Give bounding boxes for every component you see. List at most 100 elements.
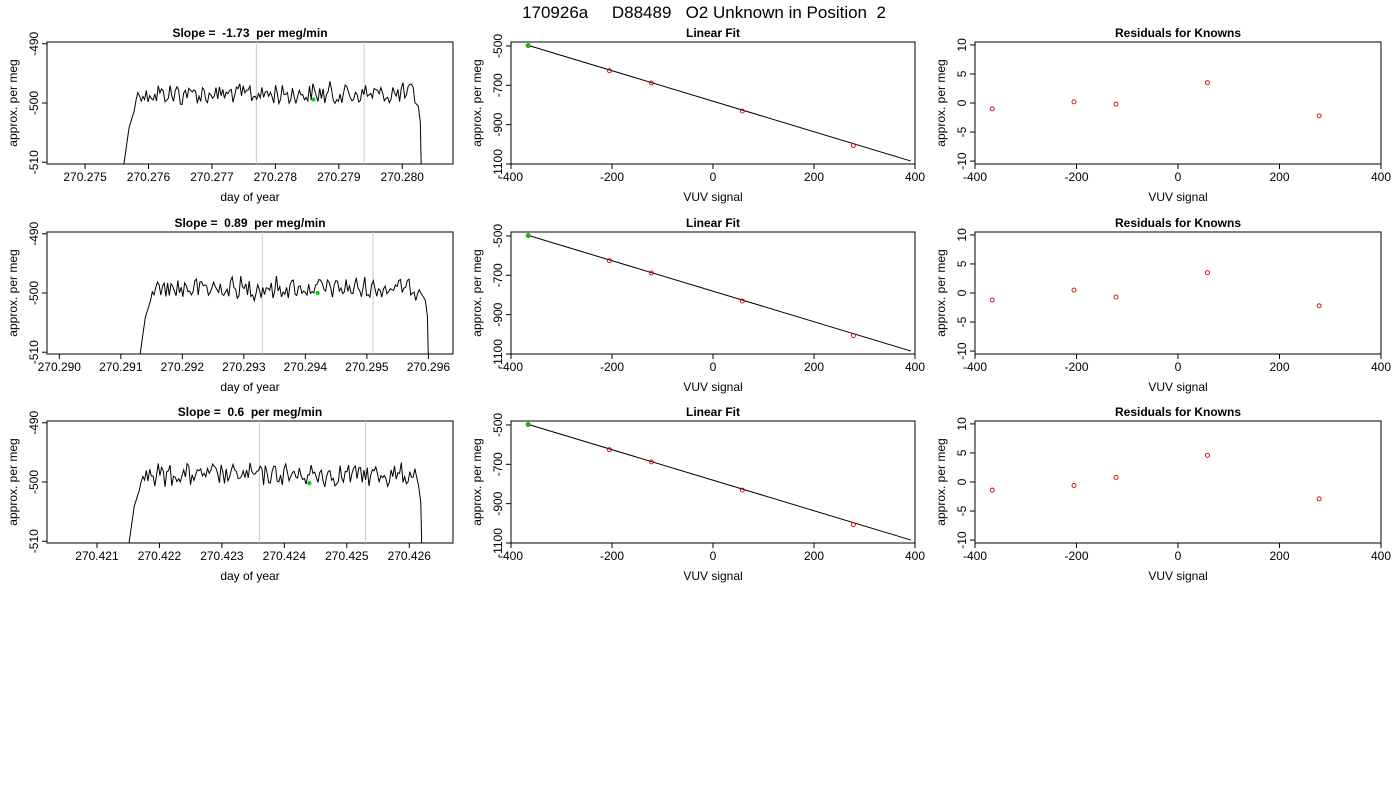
x-tick-label: 0: [710, 360, 717, 374]
y-tick-label: 5: [955, 449, 969, 456]
data-point: [1113, 101, 1119, 107]
panel-2-2: Linear Fit -400 -200 0 200 400 -500 -700 -900 -11…: [470, 216, 925, 394]
x-tick-label: 270.425: [325, 549, 369, 563]
x-tick-label: 270.293: [222, 360, 266, 374]
plot-frame: [46, 41, 454, 165]
y-tick-label: -5: [955, 505, 969, 516]
x-tick-label: 270.280: [381, 170, 425, 184]
panel-title: Residuals for Knowns: [1115, 26, 1241, 40]
panel-title: Slope = 0.6 per meg/min: [178, 405, 322, 419]
y-tick-label: -510: [27, 150, 41, 174]
x-tick-label: 200: [1269, 170, 1289, 184]
data-point: [607, 68, 612, 74]
data-point: [1113, 474, 1119, 480]
y-tick-label: -900: [491, 491, 505, 515]
data-point: [648, 270, 654, 276]
data-point: [1204, 452, 1210, 458]
y-tick-label: -500: [491, 224, 505, 248]
y-tick-label: -490: [27, 31, 41, 55]
x-axis-label: VUV signal: [1148, 190, 1207, 204]
x-tick-label: 270.292: [161, 360, 205, 374]
data-point: [1316, 496, 1322, 502]
plot-frame: [510, 231, 916, 355]
y-tick-label: 10: [955, 228, 969, 242]
data-point: [850, 333, 856, 338]
y-axis-label: approx. per meg: [934, 438, 948, 525]
y-axis-label: approx. per meg: [470, 59, 484, 146]
x-tick-label: 400: [905, 170, 925, 184]
x-tick-label: 400: [905, 360, 925, 374]
x-tick-label: -200: [600, 360, 624, 374]
fit-line: [526, 423, 912, 541]
y-axis-label: approx. per meg: [934, 249, 948, 336]
data-point: [1204, 270, 1210, 276]
panel-3-3: Residuals for Knowns -400 -200 0 200 400 -10 -5…: [934, 405, 1391, 583]
panel-1-1: Slope = -1.73 per meg/min 270.275 270.276 2…: [6, 26, 454, 204]
y-tick-label: 0: [955, 289, 969, 296]
panel-title: Residuals for Knowns: [1115, 405, 1241, 419]
data-point: [648, 80, 654, 86]
data-point: [989, 487, 995, 493]
unknown-marker: [525, 233, 531, 238]
x-tick-label: -400: [499, 360, 523, 374]
x-tick-label: 270.290: [38, 360, 82, 374]
fit-line: [526, 44, 912, 162]
panel-3-1: Slope = 0.6 per meg/min 270.421 270.422 270…: [6, 405, 454, 583]
y-axis-label: approx. per meg: [6, 249, 20, 336]
y-axis-label: approx. per meg: [470, 438, 484, 525]
plot-frame: [510, 420, 916, 544]
x-tick-label: 270.279: [317, 170, 361, 184]
y-tick-label: -900: [491, 112, 505, 136]
x-axis-label: VUV signal: [683, 380, 742, 394]
x-tick-label: 270.426: [388, 549, 432, 563]
y-tick-label: 0: [955, 99, 969, 106]
x-tick-label: 400: [1371, 360, 1391, 374]
y-axis-label: approx. per meg: [6, 438, 20, 525]
unknown-marker: [525, 43, 531, 48]
plot-frame: [510, 41, 916, 165]
x-tick-label: 270.276: [127, 170, 171, 184]
y-tick-label: -700: [491, 263, 505, 287]
y-tick-label: -700: [491, 73, 505, 97]
data-point: [1204, 80, 1210, 86]
y-tick-label: -490: [27, 410, 41, 434]
x-tick-label: -400: [963, 170, 987, 184]
y-tick-label: -10: [955, 531, 969, 549]
panel-3-2: Linear Fit -400 -200 0 200 400 -500 -700 -900 -11…: [470, 405, 925, 583]
x-tick-label: 270.423: [200, 549, 244, 563]
panel-2-3: Residuals for Knowns -400 -200 0 200 400 -10 -5…: [934, 216, 1391, 394]
x-axis-label: VUV signal: [1148, 569, 1207, 583]
data-point: [648, 459, 654, 465]
y-tick-label: 0: [955, 478, 969, 485]
x-tick-label: -400: [499, 170, 523, 184]
data-point: [1316, 303, 1322, 309]
x-tick-label: 200: [804, 549, 824, 563]
x-tick-label: 0: [1175, 360, 1182, 374]
data-point: [1316, 113, 1322, 119]
x-tick-label: -200: [1064, 360, 1088, 374]
y-tick-label: -5: [955, 316, 969, 327]
unknown-marker: [525, 422, 531, 427]
y-tick-label: -10: [955, 342, 969, 360]
unknown-marker: [315, 291, 320, 295]
fit-line: [526, 234, 912, 352]
y-tick-label: -500: [491, 413, 505, 437]
plot-frame: [974, 420, 1382, 544]
x-tick-label: 270.421: [75, 549, 119, 563]
y-tick-label: -900: [491, 302, 505, 326]
data-point: [739, 487, 745, 493]
y-tick-label: -500: [27, 470, 41, 494]
x-tick-label: 400: [905, 549, 925, 563]
y-tick-label: -510: [27, 340, 41, 364]
y-tick-label: -510: [27, 529, 41, 553]
x-tick-label: -200: [600, 170, 624, 184]
y-axis-label: approx. per meg: [6, 59, 20, 146]
x-tick-label: -400: [963, 360, 987, 374]
y-tick-label: -500: [27, 281, 41, 305]
signal-trace: [128, 462, 423, 543]
x-axis-label: VUV signal: [1148, 380, 1207, 394]
y-tick-label: 5: [955, 260, 969, 267]
plot-frame: [974, 41, 1382, 165]
y-tick-label: -5: [955, 126, 969, 137]
